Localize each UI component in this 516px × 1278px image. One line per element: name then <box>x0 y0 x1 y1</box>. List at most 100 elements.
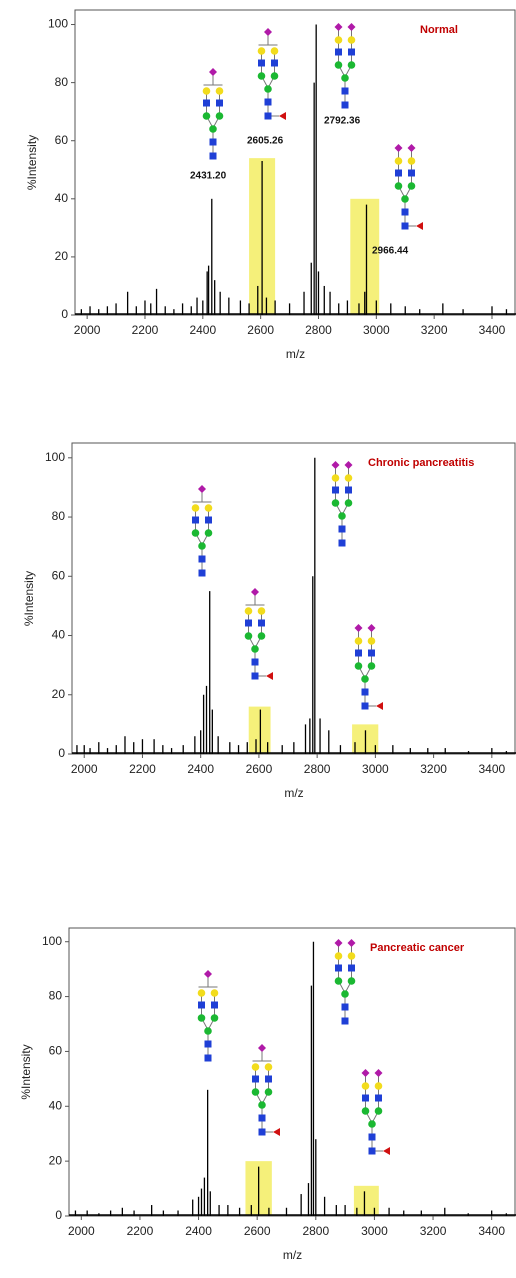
glcnac <box>258 1128 266 1136</box>
sialic-acid <box>331 461 340 469</box>
sialic-acid <box>264 28 272 36</box>
hexose <box>257 632 266 640</box>
hexose <box>191 504 200 512</box>
glcnac <box>335 48 342 56</box>
hexose <box>257 72 266 80</box>
peak-annotation: 2792.36 <box>324 116 361 127</box>
glycan-icon <box>331 461 353 547</box>
hexose <box>202 87 211 95</box>
sialic-acid <box>204 970 212 978</box>
fucose <box>279 112 286 120</box>
glcnac <box>361 702 369 710</box>
sialic-acid <box>198 485 206 493</box>
hexose <box>244 632 253 640</box>
hexose <box>374 1107 383 1115</box>
sialic-acid <box>258 1044 266 1052</box>
y-axis-label: %Intensity <box>22 571 36 626</box>
hexose <box>215 112 224 120</box>
hexose <box>191 529 200 537</box>
x-tick-label: 2200 <box>127 1224 154 1238</box>
hexose <box>334 952 343 960</box>
sialic-acid <box>347 939 356 947</box>
hexose <box>394 157 403 165</box>
glycan-icon <box>191 485 213 577</box>
x-tick-label: 2400 <box>187 762 214 776</box>
y-tick-label: 60 <box>49 1044 63 1058</box>
x-tick-label: 2600 <box>246 762 273 776</box>
hexose <box>374 1082 383 1090</box>
x-tick-label: 2600 <box>247 323 274 337</box>
y-tick-label: 80 <box>49 989 63 1003</box>
glcnac <box>368 1147 376 1155</box>
glcnac <box>341 87 349 95</box>
glcnac <box>198 1001 205 1009</box>
y-tick-label: 80 <box>55 75 69 89</box>
hexose <box>361 1082 370 1090</box>
hexose <box>334 36 343 44</box>
glycan-icon <box>354 624 383 710</box>
y-tick-label: 20 <box>49 1153 63 1167</box>
y-tick-label: 80 <box>52 509 66 523</box>
sialic-acid <box>334 939 343 947</box>
glycan-icon <box>251 1044 280 1136</box>
hexose <box>344 474 353 482</box>
y-tick-label: 100 <box>48 17 68 31</box>
x-tick-label: 2200 <box>132 323 159 337</box>
x-tick-label: 3400 <box>479 323 506 337</box>
glcnac <box>205 516 212 524</box>
sialic-acid <box>367 624 376 632</box>
x-tick-label: 3200 <box>420 1224 447 1238</box>
fucose <box>273 1128 280 1136</box>
glcnac <box>264 98 272 106</box>
y-axis-label: %Intensity <box>25 135 39 190</box>
glcnac <box>341 101 349 109</box>
glcnac <box>216 99 223 107</box>
x-axis-label: m/z <box>286 347 305 361</box>
glcnac <box>368 649 375 657</box>
hexose <box>270 47 279 55</box>
hexose <box>202 112 211 120</box>
hexose <box>251 1063 260 1071</box>
hexose <box>251 645 259 653</box>
glcnac <box>198 569 206 577</box>
x-tick-label: 3200 <box>421 323 448 337</box>
hexose <box>361 1107 370 1115</box>
x-tick-label: 2000 <box>68 1224 95 1238</box>
glcnac <box>258 59 265 67</box>
x-tick-label: 2000 <box>74 323 101 337</box>
glcnac <box>204 1040 212 1048</box>
hexose <box>347 61 356 69</box>
glcnac <box>204 1054 212 1062</box>
x-tick-label: 2400 <box>189 323 216 337</box>
glcnac <box>341 1017 349 1025</box>
fucose <box>266 672 273 680</box>
peak-annotation: 2431.20 <box>190 171 227 182</box>
glcnac <box>209 152 217 160</box>
glcnac <box>368 1133 376 1141</box>
glcnac <box>211 1001 218 1009</box>
y-tick-label: 0 <box>55 1208 62 1222</box>
hexose <box>354 662 363 670</box>
x-tick-label: 2800 <box>302 1224 329 1238</box>
panel-title: Chronic pancreatitis <box>368 457 474 469</box>
glycan-icon <box>257 28 286 120</box>
sialic-acid <box>344 461 353 469</box>
hexose <box>354 637 363 645</box>
glcnac <box>395 169 402 177</box>
plot-frame <box>71 442 516 755</box>
glcnac <box>245 619 252 627</box>
x-axis-label: m/z <box>284 786 303 800</box>
y-tick-label: 60 <box>55 133 69 147</box>
glcnac <box>401 222 409 230</box>
y-tick-label: 0 <box>61 307 68 321</box>
y-tick-label: 40 <box>52 628 66 642</box>
glcnac <box>345 486 352 494</box>
y-axis-label: %Intensity <box>19 1044 33 1099</box>
x-tick-label: 3200 <box>420 762 447 776</box>
sialic-acid <box>374 1069 383 1077</box>
hexose <box>334 977 343 985</box>
glycan-icon <box>394 144 423 230</box>
sialic-acid <box>394 144 403 152</box>
glycan-icon <box>197 970 219 1062</box>
glycan-icon <box>244 588 273 680</box>
